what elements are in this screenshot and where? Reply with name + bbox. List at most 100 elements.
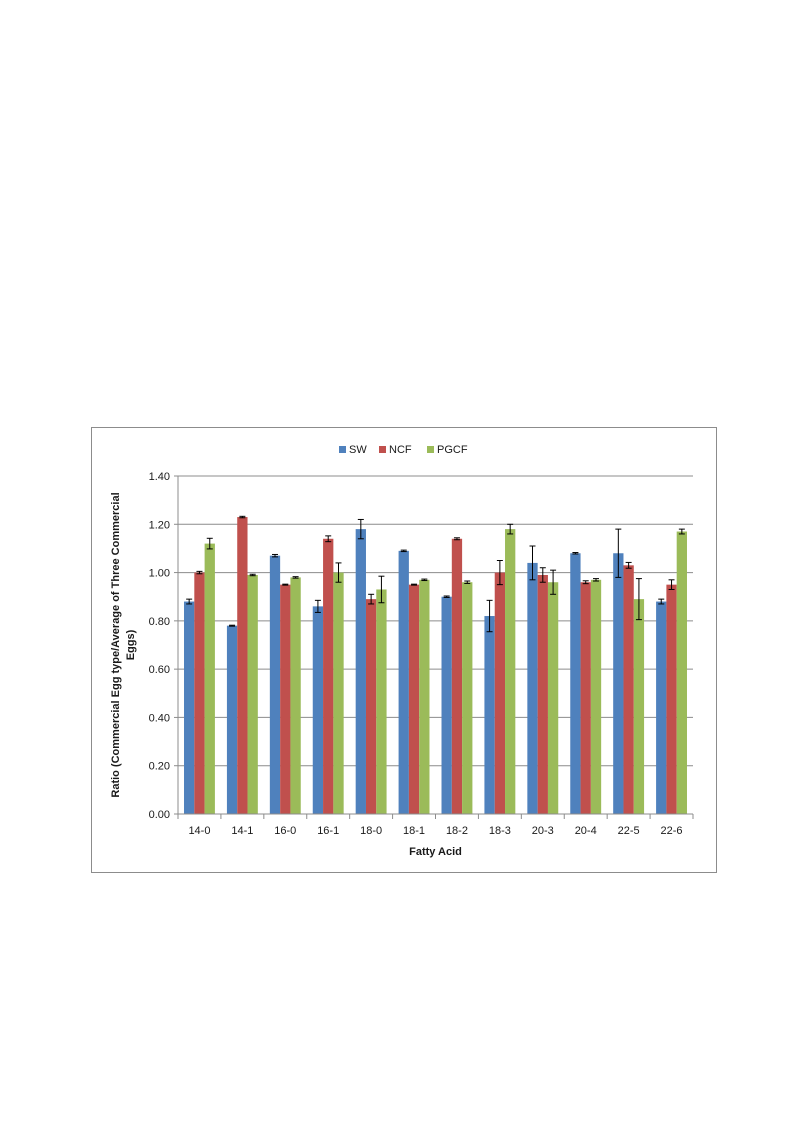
bar-ncf-22-6 xyxy=(666,584,677,814)
bar-ncf-18-2 xyxy=(451,538,463,814)
bar-pgcf-16-0 xyxy=(290,577,301,814)
legend: SW NCF PGCF xyxy=(339,444,468,456)
y-axis-title-line: Eggs) xyxy=(125,629,137,660)
bar-sw-16-0 xyxy=(269,555,281,814)
bar-sw-20-3 xyxy=(527,562,538,814)
error-bar-pgcf-14-1 xyxy=(249,573,256,577)
bar-pgcf-20-3 xyxy=(547,582,559,814)
y-tick-label: 0.40 xyxy=(149,712,170,724)
bar-ncf-16-0 xyxy=(280,584,291,814)
error-bar-pgcf-16-1 xyxy=(335,562,342,583)
bar-pgcf-20-4 xyxy=(590,579,602,814)
bar-pgcf-14-1 xyxy=(247,574,258,814)
error-bar-sw-22-5 xyxy=(615,528,622,578)
y-tick-label: 0.20 xyxy=(149,761,170,773)
error-bar-sw-20-4 xyxy=(572,552,579,555)
bar-sw-18-0 xyxy=(355,529,366,814)
x-tick-label: 18-3 xyxy=(489,825,511,837)
error-bar-pgcf-20-3 xyxy=(550,569,557,595)
error-bar-ncf-20-3 xyxy=(539,567,546,583)
legend-item-pgcf: PGCF xyxy=(427,444,468,456)
x-tick-label: 22-5 xyxy=(618,825,640,837)
bar-ncf-22-5 xyxy=(623,565,634,814)
bar-sw-16-1 xyxy=(312,606,324,814)
error-bar-sw-14-0 xyxy=(186,598,193,605)
error-bar-pgcf-18-2 xyxy=(464,580,471,584)
bar-sw-14-0 xyxy=(184,601,195,814)
x-tick-label: 16-1 xyxy=(317,825,339,837)
chart-frame: SW NCF PGCF 0.00 0.20 0.40 0.60 0.80 1.00 1.20 1.… xyxy=(91,427,717,873)
error-bar-sw-18-1 xyxy=(400,549,407,553)
error-bar-ncf-14-1 xyxy=(239,515,246,519)
error-bar-ncf-20-4 xyxy=(582,580,589,585)
error-bar-pgcf-18-0 xyxy=(378,575,385,604)
y-tick-label: 1.40 xyxy=(149,471,170,483)
legend-swatch xyxy=(379,446,386,453)
y-tick-label: 0.60 xyxy=(149,664,170,676)
legend-swatch xyxy=(427,446,434,453)
bar-ncf-14-0 xyxy=(194,572,205,814)
legend-label: NCF xyxy=(389,444,412,456)
error-bar-sw-18-2 xyxy=(443,595,450,598)
bar-pgcf-18-3 xyxy=(505,529,516,814)
x-tick-label: 16-0 xyxy=(274,825,296,837)
error-bar-ncf-18-1 xyxy=(411,583,418,586)
legend-label: PGCF xyxy=(437,444,468,456)
bar-ncf-16-1 xyxy=(323,538,334,814)
error-bar-sw-22-6 xyxy=(658,598,665,605)
x-tick-label: 20-3 xyxy=(532,825,554,837)
bar-pgcf-18-2 xyxy=(462,582,473,814)
error-bar-pgcf-14-0 xyxy=(206,537,213,550)
bar-ncf-20-3 xyxy=(537,574,548,814)
legend-item-sw: SW xyxy=(339,444,367,456)
y-axis-title: Ratio (Commercial Egg type/Average of Th… xyxy=(110,492,137,797)
bar-sw-22-6 xyxy=(656,601,667,814)
error-bar-ncf-18-0 xyxy=(368,593,375,605)
bar-ncf-18-0 xyxy=(365,599,377,814)
bar-ncf-18-3 xyxy=(494,572,506,814)
bar-pgcf-18-1 xyxy=(419,579,430,814)
bar-sw-18-1 xyxy=(398,550,409,814)
bars xyxy=(184,517,687,814)
error-bar-ncf-22-5 xyxy=(625,561,632,569)
bar-sw-18-2 xyxy=(441,596,452,814)
x-axis-title: Fatty Acid xyxy=(409,846,462,858)
bar-chart: SW NCF PGCF 0.00 0.20 0.40 0.60 0.80 1.00 1.20 1.… xyxy=(110,444,694,858)
bar-sw-18-3 xyxy=(484,616,495,814)
bar-sw-20-4 xyxy=(570,553,581,814)
error-bar-pgcf-18-1 xyxy=(421,578,428,582)
bar-ncf-18-1 xyxy=(408,584,420,814)
y-axis-ticks: 0.00 0.20 0.40 0.60 0.80 1.00 1.20 1.40 xyxy=(149,471,178,821)
y-tick-label: 1.00 xyxy=(149,568,170,580)
x-tick-label: 14-0 xyxy=(188,825,210,837)
error-bars xyxy=(186,515,685,633)
error-bar-pgcf-16-0 xyxy=(292,576,299,579)
bar-sw-14-1 xyxy=(226,625,238,814)
error-bar-pgcf-18-3 xyxy=(507,523,514,535)
bar-sw-22-5 xyxy=(613,553,624,814)
error-bar-sw-20-3 xyxy=(529,545,536,581)
bar-pgcf-18-0 xyxy=(376,589,387,814)
x-tick-label: 18-2 xyxy=(446,825,468,837)
error-bar-pgcf-22-5 xyxy=(635,578,642,621)
x-tick-label: 18-0 xyxy=(360,825,382,837)
error-bar-sw-16-0 xyxy=(271,553,278,558)
x-axis-ticks: 14-0 14-1 16-0 16-1 18-0 18-1 18-2 18-3 20-3 20-4… xyxy=(177,814,694,837)
bar-pgcf-14-0 xyxy=(204,543,215,814)
error-bar-ncf-18-2 xyxy=(453,537,460,541)
bar-pgcf-22-6 xyxy=(676,531,687,814)
error-bar-sw-18-3 xyxy=(486,599,493,633)
bar-pgcf-16-1 xyxy=(333,572,344,814)
x-tick-label: 20-4 xyxy=(575,825,597,837)
y-tick-label: 0.00 xyxy=(149,809,170,821)
y-tick-label: 0.80 xyxy=(149,616,170,628)
error-bar-ncf-22-6 xyxy=(668,579,675,590)
error-bar-ncf-16-1 xyxy=(325,535,332,543)
x-tick-label: 14-1 xyxy=(231,825,253,837)
x-tick-label: 18-1 xyxy=(403,825,425,837)
bar-ncf-14-1 xyxy=(237,517,248,814)
legend-swatch xyxy=(339,446,346,453)
error-bar-ncf-16-0 xyxy=(282,583,289,586)
y-axis-title-line: Ratio (Commercial Egg type/Average of Th… xyxy=(110,492,122,797)
error-bar-pgcf-20-4 xyxy=(593,578,600,582)
